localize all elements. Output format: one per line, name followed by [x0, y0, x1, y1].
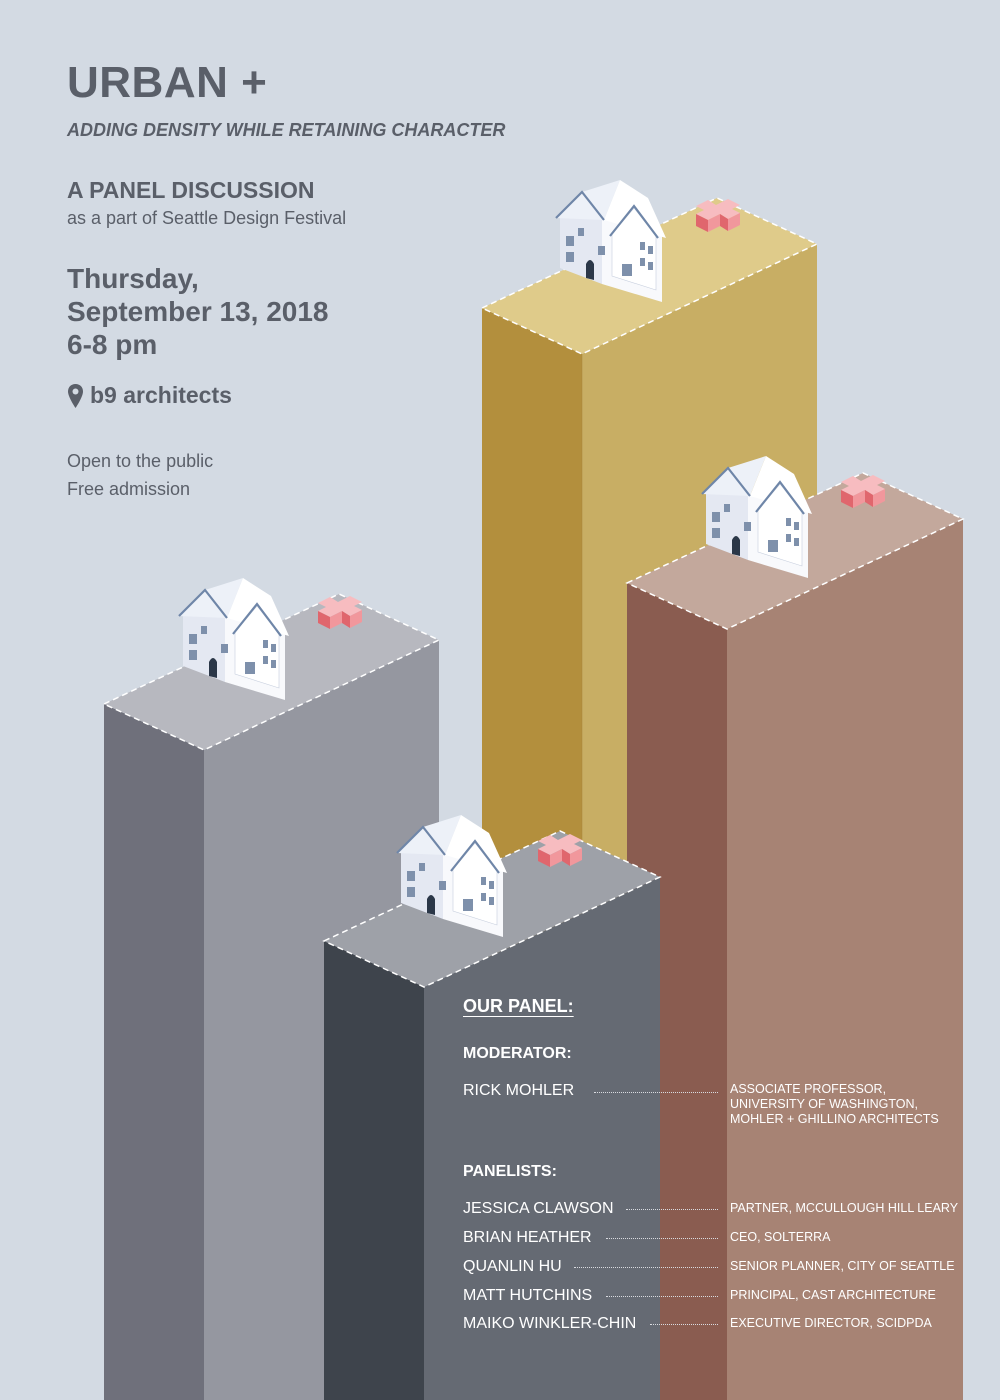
moderator-label: MODERATOR: [463, 1045, 572, 1062]
free-admission: Free admission [67, 479, 191, 499]
role-line: MOHLER + GHILLINO ARCHITECTS [730, 1112, 939, 1126]
role-line: UNIVERSITY OF WASHINGTON, [730, 1097, 918, 1111]
event-date: Thursday, September 13, 2018 6-8 pm [67, 262, 329, 361]
moderator-name: RICK MOHLER [463, 1082, 575, 1099]
panelist-name: QUANLIN HU [463, 1258, 562, 1275]
festival-line: as a part of Seattle Design Festival [67, 208, 347, 228]
panelist-role: CEO, SOLTERRA [730, 1230, 831, 1244]
panelist-name: BRIAN HEATHER [463, 1229, 592, 1246]
leader-line [594, 1092, 718, 1093]
our-panel-heading: OUR PANEL: [463, 996, 574, 1016]
panelist-name: JESSICA CLAWSON [463, 1200, 614, 1217]
leader-line [626, 1209, 718, 1210]
panelist-role: PRINCIPAL, CAST ARCHITECTURE [730, 1288, 936, 1302]
leader-line [606, 1238, 718, 1239]
brown-tower [625, 454, 965, 1400]
venue: b9 architects [67, 382, 232, 409]
panelist-role: SENIOR PLANNER, CITY OF SEATTLE [730, 1259, 955, 1273]
moderator-role: ASSOCIATE PROFESSOR, UNIVERSITY OF WASHI… [730, 1082, 939, 1127]
leader-line [606, 1296, 718, 1297]
poster-subtitle: ADDING DENSITY WHILE RETAINING CHARACTER [67, 120, 506, 140]
panel-discussion-heading: A PANEL DISCUSSION [67, 177, 315, 203]
venue-name: b9 architects [90, 382, 232, 408]
event-time: 6-8 pm [67, 329, 158, 360]
leader-line [650, 1324, 718, 1325]
role-line: ASSOCIATE PROFESSOR, [730, 1082, 887, 1096]
panelist-role: PARTNER, MCCULLOUGH HILL LEARY [730, 1201, 959, 1215]
date-line-1: Thursday, [67, 263, 199, 294]
panelist-name: MAIKO WINKLER-CHIN [463, 1315, 637, 1332]
panelist-role: EXECUTIVE DIRECTOR, SCIDPDA [730, 1316, 932, 1330]
date-line-2: September 13, 2018 [67, 296, 329, 327]
location-pin-icon [68, 383, 83, 408]
open-to-public: Open to the public [67, 451, 214, 471]
dark-tower [322, 813, 662, 1400]
leader-line [574, 1267, 718, 1268]
poster-title: URBAN + [67, 58, 268, 107]
panelists-label: PANELISTS: [463, 1163, 557, 1180]
admission-info: Open to the public Free admission [67, 447, 213, 503]
panelist-name: MATT HUTCHINS [463, 1287, 593, 1304]
